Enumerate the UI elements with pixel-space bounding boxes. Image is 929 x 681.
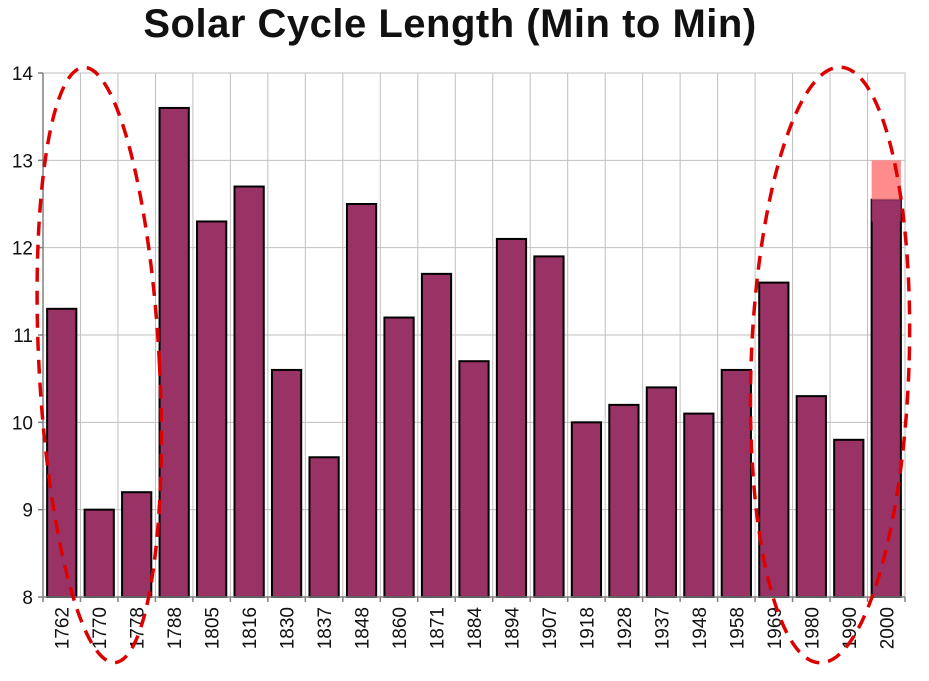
x-tick-label: 1937 <box>652 607 673 649</box>
x-tick-labels: 1762 1770 1778 1788 1805 1816 1830 1837 1848 1860… <box>53 607 899 650</box>
bar-1894 <box>495 237 528 599</box>
x-tick-label: 1918 <box>577 607 598 649</box>
x-tick-label: 1980 <box>802 607 823 649</box>
bar-1990 <box>833 438 865 598</box>
x-tick-label: 1928 <box>615 607 636 649</box>
bar-1948 <box>683 412 715 598</box>
axes <box>38 72 906 602</box>
bar-1805 <box>196 220 228 598</box>
x-tick-label: 1860 <box>390 607 411 649</box>
bar-1860 <box>383 316 415 598</box>
bar-2000 <box>870 198 902 598</box>
bar-1816 <box>233 185 265 599</box>
x-tick-label: 1958 <box>727 607 748 649</box>
highlight-ellipse <box>35 65 164 665</box>
bar-1788 <box>158 106 190 599</box>
x-tick-label: 1762 <box>53 607 74 649</box>
y-tick-label: 13 <box>12 151 33 172</box>
bar-1884 <box>458 360 490 599</box>
x-tick-label: 1805 <box>203 607 224 649</box>
bar-1837 <box>308 456 340 598</box>
x-tick-label: 1948 <box>690 607 711 649</box>
bar-1848 <box>345 203 378 598</box>
x-tick-label: 2000 <box>877 607 898 649</box>
y-tick-label: 14 <box>12 64 34 85</box>
x-tick-label: 1969 <box>765 607 786 649</box>
bar-1907 <box>533 255 565 598</box>
x-tick-label: 1837 <box>315 607 336 649</box>
highlight-ellipses <box>35 65 912 665</box>
bar-1928 <box>608 403 640 598</box>
y-tick-label: 12 <box>12 239 33 260</box>
chart-title: Solar Cycle Length (Min to Min) <box>143 2 757 46</box>
x-tick-label: 1907 <box>540 607 561 649</box>
highlight-ellipse <box>748 65 912 665</box>
x-tick-label: 1871 <box>428 607 449 649</box>
bar-1958 <box>720 368 752 598</box>
x-tick-label: 1848 <box>353 607 374 649</box>
y-tick-label: 8 <box>22 588 33 609</box>
bar-1770 <box>83 508 115 598</box>
y-tick-label: 10 <box>12 413 33 434</box>
y-tick-label: 9 <box>22 501 33 522</box>
bar-1871 <box>420 272 453 598</box>
x-tick-label: 1788 <box>165 607 186 649</box>
x-tick-label: 1816 <box>240 607 261 649</box>
bar-1980 <box>795 395 827 598</box>
projection-overlap <box>871 199 901 222</box>
y-tick-label: 11 <box>13 326 33 347</box>
y-tick-labels: 8 9 10 11 12 13 14 <box>12 64 34 609</box>
x-tick-label: 1830 <box>278 607 299 649</box>
x-tick-label: 1990 <box>840 607 861 649</box>
bar-1778 <box>121 491 153 599</box>
bar-1937 <box>645 386 678 598</box>
x-tick-label: 1884 <box>465 607 486 650</box>
x-tick-label: 1770 <box>90 607 111 649</box>
x-tick-label: 1894 <box>502 607 523 650</box>
x-tick-label: 1778 <box>128 607 149 649</box>
bar-1830 <box>270 368 303 598</box>
bar-1969 <box>758 281 790 598</box>
bar-1918 <box>570 421 603 599</box>
